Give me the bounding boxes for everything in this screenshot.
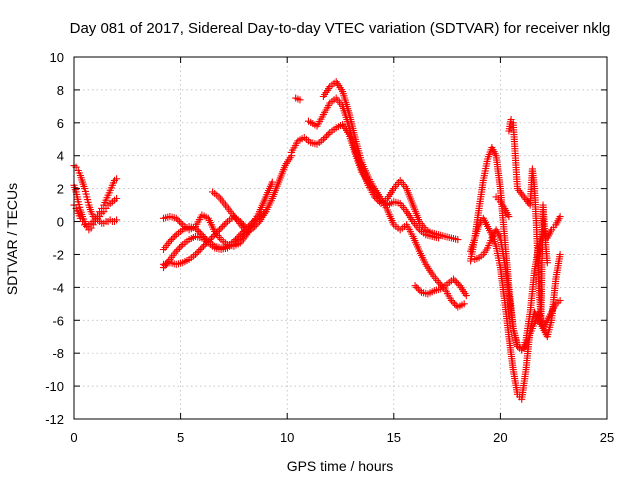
x-tick-label: 0: [70, 430, 77, 445]
data-point: [505, 213, 513, 221]
data-point: [454, 236, 462, 244]
data-series: [319, 78, 468, 311]
x-tick-label: 5: [177, 430, 184, 445]
data-point: [113, 194, 121, 203]
data-point: [75, 200, 83, 209]
x-tick-label: 10: [280, 430, 294, 445]
y-tick-label: -2: [52, 247, 64, 262]
data-point: [262, 208, 270, 216]
data-point: [81, 187, 89, 195]
data-series: [505, 115, 551, 324]
data-point: [113, 175, 121, 183]
data-point: [83, 193, 91, 201]
data-point: [81, 185, 89, 193]
data-series: [492, 193, 513, 221]
y-tick-label: 4: [57, 149, 64, 164]
data-point: [556, 296, 564, 305]
data-point: [460, 300, 468, 308]
plot-frame: [73, 56, 608, 420]
y-axis-label: SDTVAR / TECUs: [4, 183, 20, 295]
data-point: [268, 178, 276, 186]
data-series: [70, 162, 121, 222]
data-point: [84, 198, 92, 206]
data-point: [543, 259, 551, 267]
data-point: [462, 292, 470, 300]
data-series: [467, 214, 564, 403]
data-point: [241, 226, 249, 234]
data-point: [83, 196, 92, 204]
y-tick-label: -8: [52, 346, 64, 361]
data-series: [159, 208, 270, 254]
data-series: [209, 188, 249, 234]
data-point: [74, 198, 82, 206]
x-tick-label: 15: [387, 430, 401, 445]
data-point: [556, 213, 564, 221]
y-tick-label: -4: [52, 280, 64, 295]
data-point: [82, 190, 90, 198]
chart-title: Day 081 of 2017, Sidereal Day-to-day VTE…: [70, 20, 611, 37]
data-series: [159, 178, 276, 250]
y-tick-label: 0: [57, 215, 64, 230]
data-series: [292, 94, 304, 104]
x-tick-label: 25: [600, 430, 614, 445]
data-point: [296, 96, 304, 104]
data-points: [70, 78, 564, 403]
data-series: [411, 275, 470, 300]
data-series: [471, 226, 564, 354]
x-axis-label: GPS time / hours: [287, 458, 394, 474]
y-tick-label: -6: [52, 313, 64, 328]
y-tick-label: -10: [45, 379, 64, 394]
y-tick-label: 10: [50, 50, 64, 65]
y-tick-label: 6: [57, 116, 64, 131]
axis-ticks: 0 5 10 15 20 25 -12 -10 -8 -6 -4 -2 0 2 4 6 8 10: [45, 50, 614, 445]
x-tick-label: 20: [493, 430, 507, 445]
data-series: [304, 94, 462, 244]
y-tick-label: 8: [57, 83, 64, 98]
data-point: [113, 216, 121, 224]
y-tick-label: -12: [45, 412, 64, 427]
y-tick-label: 2: [57, 182, 64, 197]
data-point: [556, 250, 564, 259]
